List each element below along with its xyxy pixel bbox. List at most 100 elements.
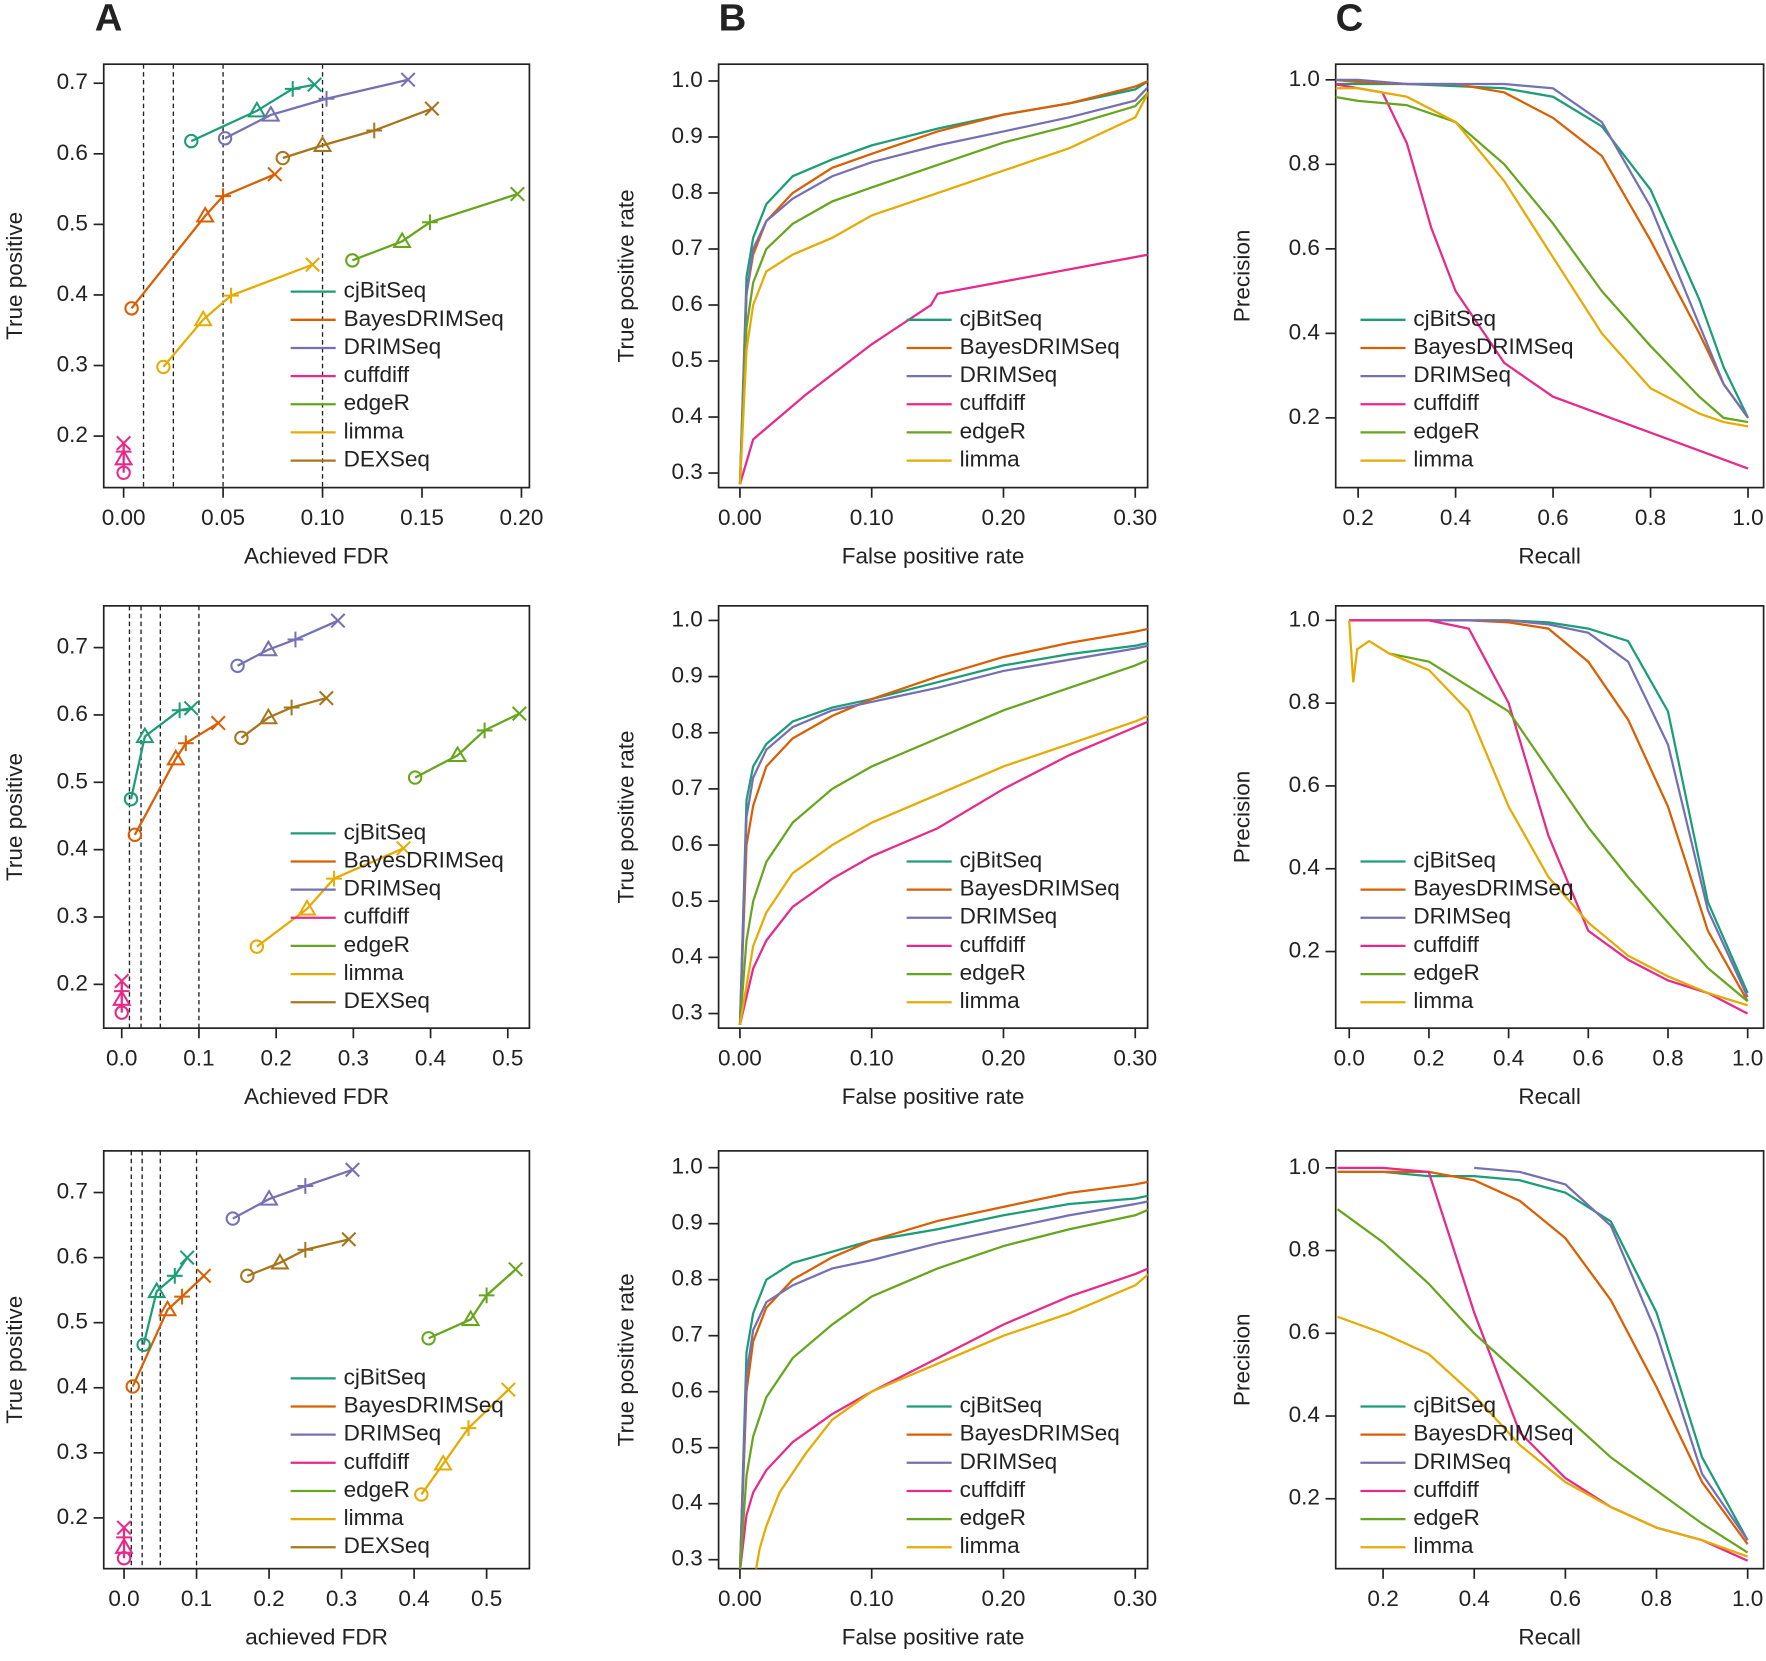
point-marker <box>318 690 334 706</box>
y-tick-label: 0.5 <box>672 1434 703 1459</box>
y-tick-label: 0.2 <box>1289 1485 1320 1510</box>
point-marker <box>284 81 301 97</box>
plot-frame <box>1334 1150 1765 1570</box>
x-tick-label: 0.10 <box>850 1046 894 1071</box>
series-line <box>190 83 315 143</box>
point-marker <box>124 301 139 316</box>
y-tick-label: 1.0 <box>672 1154 703 1179</box>
point-marker <box>407 770 423 785</box>
x-tick-label: 0.2 <box>260 1046 291 1071</box>
legend-label: edgeR <box>344 932 410 957</box>
point-marker <box>500 1382 516 1398</box>
point-marker <box>157 1299 178 1317</box>
point-marker <box>240 1268 255 1284</box>
legend-label: edgeR <box>960 418 1026 443</box>
x-tick-label: 0.6 <box>1550 1586 1581 1611</box>
legend-label: DEXSeq <box>344 988 430 1013</box>
plot-area <box>1336 1166 1749 1562</box>
x-tick-label: 1.0 <box>1732 1046 1763 1071</box>
y-tick-label: 0.8 <box>672 1266 703 1291</box>
x-tick-label: 0.10 <box>301 505 345 530</box>
point-marker <box>433 1453 453 1471</box>
point-marker <box>307 77 323 93</box>
legend-label: DEXSeq <box>344 1533 430 1558</box>
point-marker <box>123 791 139 807</box>
point-marker <box>166 1267 183 1284</box>
x-tick-label: 0.4 <box>1459 1586 1490 1611</box>
y-tick-label: 0.6 <box>1289 1319 1320 1344</box>
legend-label: BayesDRIMSeq <box>960 334 1120 359</box>
series-line <box>236 619 339 667</box>
point-marker <box>215 188 231 205</box>
series-line <box>131 1275 205 1387</box>
point-marker <box>135 726 155 744</box>
x-axis-label: Achieved FDR <box>244 543 389 568</box>
y-tick-label: 0.4 <box>57 836 88 861</box>
legend-label: cuffdiff <box>960 390 1026 415</box>
x-tick-label: 0.30 <box>1113 1586 1157 1611</box>
legend-label: edgeR <box>1413 960 1479 985</box>
series-line <box>232 1168 353 1220</box>
point-marker <box>225 1211 241 1226</box>
plot-frame <box>1334 63 1765 489</box>
series-line <box>738 658 1148 1025</box>
series-line <box>739 1267 1148 1569</box>
legend-label: edgeR <box>1413 1505 1479 1530</box>
x-tick-label: 0.00 <box>718 505 762 530</box>
y-tick-label: 0.6 <box>1289 235 1320 260</box>
y-axis-label: True positive <box>2 1296 27 1424</box>
legend-label: cuffdiff <box>960 1477 1026 1502</box>
x-tick-label: 0.20 <box>500 505 544 530</box>
series-line <box>1388 652 1749 1003</box>
y-tick-label: 0.6 <box>57 140 88 165</box>
point-marker <box>511 706 527 722</box>
legend-label: limma <box>960 447 1021 472</box>
y-tick-label: 0.5 <box>672 347 703 372</box>
point-marker <box>116 465 131 480</box>
y-tick-label: 0.8 <box>672 719 703 744</box>
legend-label: edgeR <box>960 1505 1026 1530</box>
series-line <box>414 712 520 779</box>
legend-label: cjBitSeq <box>344 1364 427 1389</box>
series-line <box>129 707 192 800</box>
y-tick-label: 0.3 <box>672 459 703 484</box>
y-tick-label: 0.4 <box>1289 855 1320 880</box>
plot-frame <box>717 604 1149 1029</box>
x-tick-label: 0.30 <box>1113 1046 1157 1071</box>
point-marker <box>509 186 525 202</box>
plot-area <box>738 627 1148 1026</box>
legend-label: edgeR <box>344 390 410 415</box>
legend-label: DRIMSeq <box>960 904 1058 929</box>
x-tick-label: 1.0 <box>1732 505 1763 530</box>
point-marker <box>287 631 304 648</box>
point-marker <box>476 722 493 739</box>
point-marker <box>261 105 281 122</box>
x-tick-label: 0.6 <box>1573 1046 1604 1071</box>
y-tick-label: 0.7 <box>57 69 88 94</box>
y-tick-label: 0.8 <box>1289 1237 1320 1262</box>
point-marker <box>344 1162 360 1178</box>
y-tick-label: 0.7 <box>672 1322 703 1347</box>
point-marker <box>424 101 440 117</box>
x-tick-label: 0.20 <box>982 1046 1026 1071</box>
y-tick-label: 0.2 <box>1289 937 1320 962</box>
point-marker <box>247 100 267 118</box>
y-tick-label: 0.7 <box>672 235 703 260</box>
x-tick-label: 0.8 <box>1652 1046 1683 1071</box>
point-marker <box>297 899 317 916</box>
point-marker <box>156 359 171 375</box>
point-marker <box>210 715 226 731</box>
point-marker <box>193 309 213 327</box>
x-tick-label: 0.2 <box>253 1586 284 1611</box>
y-axis-label: Precision <box>1229 1313 1254 1406</box>
point-marker <box>116 1520 132 1536</box>
x-tick-label: 0.2 <box>1413 1046 1444 1071</box>
series-line <box>738 1194 1148 1569</box>
x-tick-label: 0.8 <box>1641 1586 1672 1611</box>
legend-label: cjBitSeq <box>344 278 427 303</box>
legend-label: DRIMSeq <box>960 1449 1058 1474</box>
y-tick-label: 0.6 <box>57 1244 88 1269</box>
point-marker <box>259 1189 279 1206</box>
legend-label: limma <box>1413 1533 1474 1558</box>
